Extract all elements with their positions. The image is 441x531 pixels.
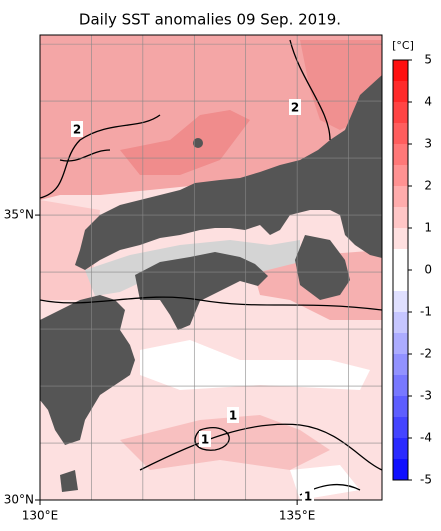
contour-label: 2	[291, 101, 299, 115]
colorbar-tick-label: -2	[420, 347, 432, 361]
contour-label: 1	[304, 490, 312, 504]
colorbar-segment	[393, 312, 408, 334]
colorbar-segment	[393, 333, 408, 355]
colorbar-tick-label: 0	[424, 263, 432, 277]
colorbar-tick-label: 5	[424, 53, 432, 67]
colorbar-tick-label: 1	[424, 221, 432, 235]
colorbar-segment	[393, 291, 408, 313]
colorbar-segment	[393, 417, 408, 439]
contour-label-bg	[302, 488, 314, 504]
colorbar-segment	[393, 207, 408, 229]
colorbar-segment	[393, 228, 408, 250]
colorbar-segment	[393, 81, 408, 103]
contour-label-bg	[227, 407, 239, 423]
contour-label: 1	[229, 409, 237, 423]
y-tick-label: 30°N	[4, 493, 34, 507]
sea-mild	[40, 200, 100, 300]
contour-label-bg	[289, 99, 301, 115]
sea-warmer	[120, 110, 250, 175]
colorbar-tick-label: 4	[424, 95, 432, 109]
contour-label: 1	[201, 433, 209, 447]
contour-label: 2	[73, 123, 81, 137]
colorbar-segment	[393, 459, 408, 481]
colorbar-tick-label: 2	[424, 179, 432, 193]
title: Daily SST anomalies 09 Sep. 2019.	[79, 11, 341, 29]
map-field	[40, 35, 382, 500]
contours	[40, 39, 382, 496]
colorbar-segment	[393, 102, 408, 124]
colorbar-tick-label: -3	[420, 389, 432, 403]
colorbar-segment	[393, 123, 408, 145]
x-tick-label: 130°E	[22, 509, 59, 523]
colorbar-tick-label: 3	[424, 137, 432, 151]
colorbar-segment	[393, 354, 408, 376]
colorbar-segment	[393, 60, 408, 82]
contour-label-bg	[199, 431, 211, 447]
colorbar-segment	[393, 249, 408, 271]
colorbar-segment	[393, 270, 408, 292]
grid	[40, 35, 382, 500]
map-frame	[39, 34, 383, 501]
contour-label-bg	[71, 121, 83, 137]
colorbar-unit: [°C]	[392, 39, 414, 52]
colorbar-segment	[393, 144, 408, 166]
sea-mild	[120, 415, 330, 470]
colorbar-segment	[393, 186, 408, 208]
y-tick-label: 35°N	[4, 208, 34, 222]
colorbar-segment	[393, 396, 408, 418]
land	[40, 75, 382, 492]
colorbar-tick-label: -5	[420, 473, 432, 487]
colorbar-tick-label: -4	[420, 431, 432, 445]
x-tick-label: 135°E	[279, 509, 316, 523]
colorbar-segment	[393, 165, 408, 187]
colorbar-segment	[393, 375, 408, 397]
sea-neutral	[140, 340, 370, 390]
colorbar-tick-label: -1	[420, 305, 432, 319]
colorbar-segment	[393, 438, 408, 460]
